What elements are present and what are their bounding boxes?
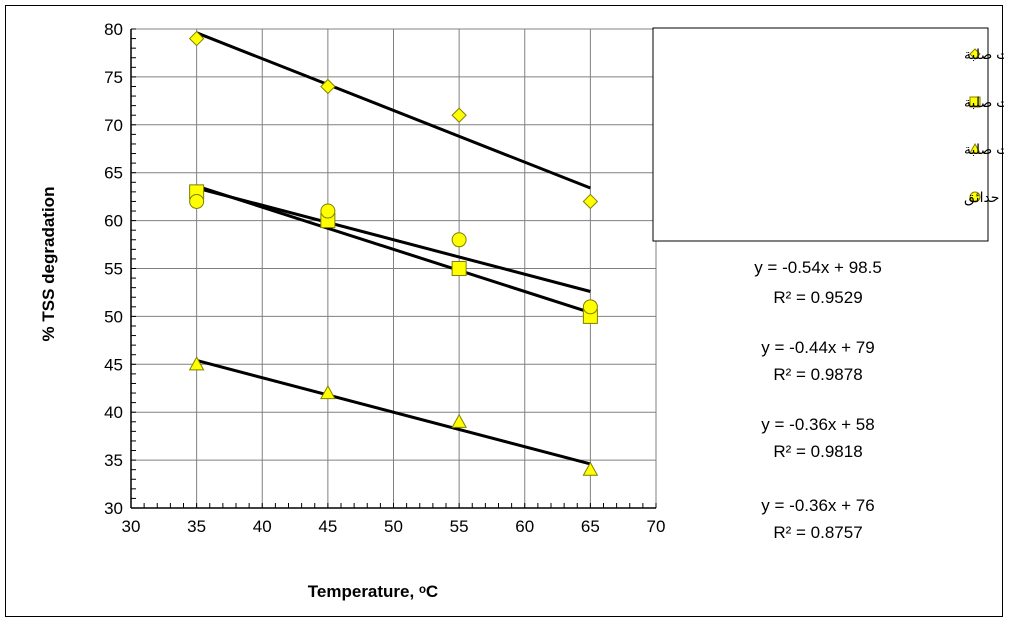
trendline-2 [196, 184, 591, 314]
data-markers [188, 30, 599, 476]
legend-marker-3 [969, 142, 981, 154]
legend-marker-2 [969, 96, 981, 108]
y-tick-label: 50 [104, 307, 123, 326]
legend-label-2: لمفاعلات الثانية (50%) فضلات صلبة [964, 94, 1004, 110]
trendline-3 [196, 359, 591, 466]
y-tick-label: 35 [104, 451, 123, 470]
trendline-1 [196, 31, 591, 190]
x-axis-title: Temperature, ᵒC [308, 582, 438, 601]
x-tick-label: 35 [187, 517, 206, 536]
y-tick-label: 60 [104, 212, 123, 231]
equation-2: y = -0.44x + 79 [761, 338, 874, 357]
y-axis-title: % TSS degradation [39, 187, 58, 342]
trendline-4 [196, 186, 591, 293]
point-s4-3 [451, 232, 467, 248]
legend-items: المفاعلات الاولى (40%) فضلات صلبة لمفاعلا… [964, 46, 1004, 206]
legend-marker-4 [969, 191, 981, 203]
point-s1-3 [451, 107, 467, 123]
grid-layer [130, 28, 657, 509]
legend-box [652, 27, 989, 242]
y-tick-label: 75 [104, 68, 123, 87]
trendlines [196, 31, 591, 466]
point-s3-4 [582, 461, 599, 476]
r-squared-2: R² = 0.9878 [773, 365, 862, 384]
r-squared-3: R² = 0.9818 [773, 442, 862, 461]
y-tick-label: 45 [104, 355, 123, 374]
legend-label-3: لمفاعلات الثالثة (60%) فضلات صلبة [964, 141, 1004, 157]
r-squared-4: R² = 0.8757 [773, 523, 862, 542]
x-tick-label: 70 [647, 517, 666, 536]
point-s4-2 [320, 203, 336, 219]
x-tick-label: 40 [253, 517, 272, 536]
chart-svg: 30 35 40 45 50 55 60 65 70 75 80 30 35 40 45 50 55 60 65 70… [39, 20, 1004, 601]
point-s1-1 [188, 30, 205, 47]
y-tick-label: 40 [104, 403, 123, 422]
equation-4: y = -0.36x + 76 [761, 496, 874, 515]
trendline-equations: y = -0.54x + 98.5 R² = 0.9529 y = -0.44x +… [754, 258, 882, 542]
point-s3-3 [451, 413, 467, 428]
y-tick-label: 30 [104, 499, 123, 518]
x-tick-label: 60 [515, 517, 534, 536]
r-squared-1: R² = 0.9529 [773, 288, 862, 307]
y-tick-label: 65 [104, 164, 123, 183]
y-tick-label: 80 [104, 20, 123, 39]
legend: المفاعلات الاولى (40%) فضلات صلبة لمفاعلا… [652, 27, 1004, 242]
legend-label-4: لمفاعلات الرابعة (50%) فضلات حدائق [964, 189, 1004, 206]
equation-1: y = -0.54x + 98.5 [754, 258, 882, 277]
point-s4-4 [582, 299, 598, 315]
point-s1-4 [582, 193, 599, 210]
y-tick-label: 55 [104, 260, 123, 279]
x-tick-label: 50 [384, 517, 403, 536]
axes-layer [130, 28, 657, 509]
point-s3-1 [188, 356, 205, 371]
x-tick-label: 55 [450, 517, 469, 536]
point-s3-2 [320, 385, 336, 400]
x-tick-label: 30 [122, 517, 141, 536]
equation-3: y = -0.36x + 58 [761, 415, 874, 434]
chart-frame: 30 35 40 45 50 55 60 65 70 75 80 30 35 40 45 50 55 60 65 70… [5, 5, 1004, 617]
legend-marker-1 [969, 48, 981, 60]
x-tick-label: 45 [318, 517, 337, 536]
point-s1-2 [320, 78, 336, 95]
axis-labels: 30 35 40 45 50 55 60 65 70 75 80 30 35 40 45 50 55 60 65 70 [104, 20, 665, 536]
x-tick-label: 65 [581, 517, 600, 536]
point-s2-3 [451, 261, 467, 276]
point-s4-1 [189, 193, 205, 209]
legend-label-1: المفاعلات الاولى (40%) فضلات صلبة [964, 46, 1004, 63]
y-tick-label: 70 [104, 116, 123, 135]
